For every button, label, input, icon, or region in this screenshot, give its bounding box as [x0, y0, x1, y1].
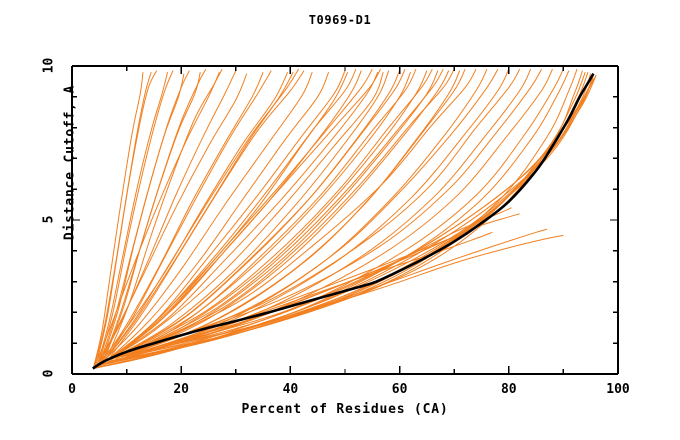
prediction-curve: [148, 68, 477, 347]
prediction-curve: [98, 71, 289, 364]
y-tick-label: 5: [41, 215, 57, 224]
prediction-curve: [98, 70, 174, 362]
prediction-curve: [142, 68, 455, 349]
prediction-curve: [99, 225, 477, 366]
x-tick-label: 100: [606, 382, 630, 397]
prediction-curve: [126, 68, 417, 353]
x-tick-label: 0: [68, 382, 76, 397]
prediction-curve: [101, 228, 548, 365]
prediction-curve: [104, 70, 272, 361]
prediction-curve: [131, 68, 433, 352]
prediction-curve: [131, 68, 510, 356]
prediction-curve: [96, 231, 493, 367]
prediction-curve: [137, 68, 578, 353]
x-tick-label: 40: [282, 382, 299, 397]
prediction-curve: [104, 213, 520, 364]
prediction-curve: [97, 72, 169, 363]
prediction-curve: [98, 70, 237, 364]
prediction-curve: [148, 68, 564, 350]
prediction-curve: [96, 75, 594, 368]
y-tick-label: 10: [41, 57, 57, 74]
prediction-curve: [131, 68, 466, 355]
prediction-curve: [101, 71, 313, 363]
y-tick-label: 0: [41, 369, 57, 378]
prediction-curve: [93, 72, 144, 367]
prediction-curve: [120, 68, 406, 356]
prediction-curve: [99, 73, 594, 366]
prediction-curve: [103, 72, 201, 360]
prediction-curve: [112, 71, 379, 358]
y-axis-label: Distance Cutoff, A: [62, 84, 78, 241]
prediction-curve: [118, 68, 373, 355]
prediction-curve: [126, 68, 488, 357]
prediction-curve: [101, 71, 264, 363]
x-tick-label: 80: [500, 382, 517, 397]
x-axis-label: Percent of Residues (CA): [241, 402, 449, 417]
chart-title: T0969-D1: [308, 13, 372, 27]
prediction-curve: [110, 71, 589, 363]
prediction-curve: [109, 70, 305, 358]
reference-curve: [92, 73, 595, 370]
prediction-curve: [137, 68, 532, 353]
prediction-curve: [126, 70, 450, 356]
prediction-curve: [142, 68, 553, 352]
prediction-curve: [120, 68, 381, 353]
prediction-curve: [104, 71, 384, 363]
prediction-curve: [107, 71, 330, 361]
prediction-curve: [96, 73, 248, 365]
prediction-curve: [95, 71, 220, 365]
axis-frame-layer: [71, 65, 619, 375]
prediction-curve: [107, 234, 564, 363]
prediction-curve: [115, 68, 357, 356]
x-tick-label: 60: [391, 382, 408, 397]
prediction-curve: [105, 68, 300, 360]
prediction-curve: [137, 68, 444, 350]
x-tick-label: 20: [173, 382, 190, 397]
prediction-curve: [159, 68, 542, 344]
prediction-curve: [142, 68, 499, 350]
prediction-curve: [109, 70, 390, 360]
prediction-curve: [153, 68, 521, 346]
prediction-curve: [96, 70, 158, 364]
prediction-curve: [112, 70, 346, 359]
prediction-curves-layer: [92, 68, 597, 370]
